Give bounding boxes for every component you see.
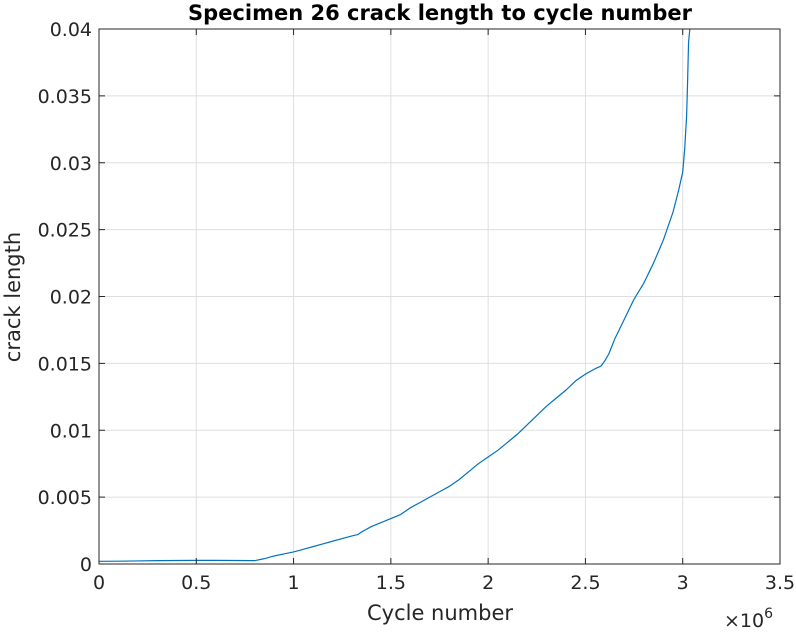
x-tick-label: 3.5: [765, 572, 795, 594]
y-tick-label: 0.01: [50, 420, 92, 442]
y-tick-label: 0.015: [38, 353, 92, 375]
y-tick-label: 0.035: [38, 86, 92, 108]
x-axis-multiplier-base: ×10: [724, 610, 764, 628]
y-axis-label: crack length: [1, 232, 25, 362]
x-tick-label: 0: [93, 572, 105, 594]
y-tick-label: 0.02: [50, 287, 92, 309]
y-tick-label: 0.005: [38, 487, 92, 509]
series-line: [99, 29, 691, 562]
y-tick-label: 0: [80, 554, 92, 576]
x-tick-label: 2: [482, 572, 494, 594]
y-tick-label: 0.03: [50, 153, 92, 175]
x-tick-label: 0.5: [181, 572, 211, 594]
x-tick-label: 2.5: [570, 572, 600, 594]
chart-title: Specimen 26 crack length to cycle number: [188, 1, 693, 25]
x-tick-label: 3: [677, 572, 689, 594]
tick-layer: 0 0.5 1 1.5 2 2.5 3 3.5 0 0.005 0.01 0.015 0.02 0.025…: [38, 19, 796, 594]
x-axis-multiplier-exponent: 6: [764, 606, 773, 622]
y-tick-label: 0.04: [50, 19, 92, 41]
y-tick-label: 0.025: [38, 220, 92, 242]
x-axis-label: Cycle number: [367, 601, 513, 625]
x-tick-label: 1: [288, 572, 300, 594]
x-axis-multiplier: ×106: [724, 606, 773, 628]
series-layer: [99, 29, 691, 562]
x-tick-label: 1.5: [376, 572, 406, 594]
